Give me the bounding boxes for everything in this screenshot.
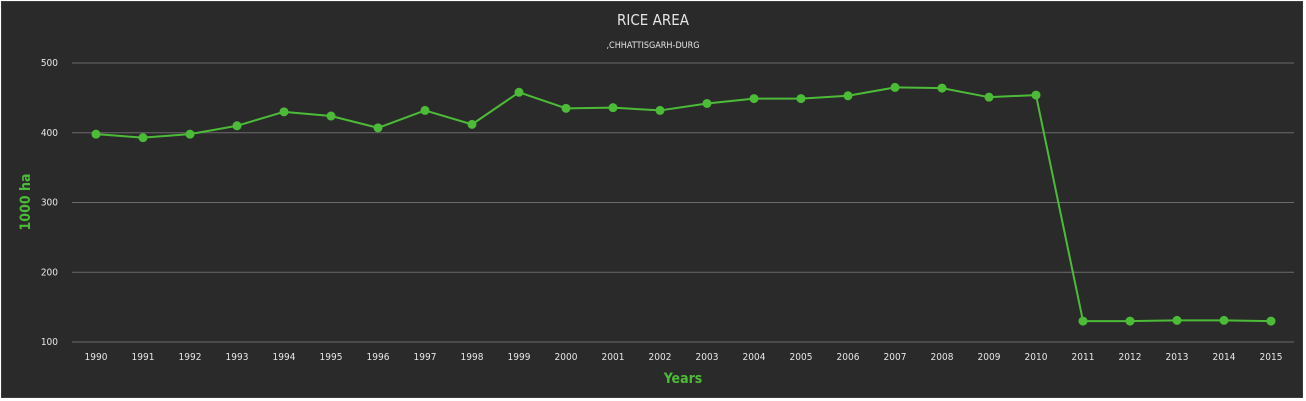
x-tick-label: 1998	[461, 352, 484, 363]
data-point[interactable]	[1172, 315, 1182, 325]
data-point[interactable]	[185, 129, 195, 139]
data-point[interactable]	[1031, 90, 1041, 100]
data-point[interactable]	[984, 92, 994, 102]
data-point[interactable]	[1125, 316, 1135, 326]
chart-title: RICE AREA	[617, 11, 690, 29]
data-point[interactable]	[373, 123, 383, 133]
x-tick-label: 2004	[743, 352, 766, 363]
x-tick-label: 1996	[367, 352, 390, 363]
x-tick-label: 2003	[696, 352, 719, 363]
data-point[interactable]	[420, 105, 430, 115]
data-point[interactable]	[279, 107, 289, 117]
x-tick-label: 2012	[1119, 352, 1142, 363]
data-point[interactable]	[1266, 316, 1276, 326]
x-tick-label: 1997	[414, 352, 437, 363]
y-axis-title: 1000 ha	[18, 174, 34, 231]
y-tick-label: 100	[41, 337, 58, 348]
x-tick-label: 1999	[508, 352, 531, 363]
series-line	[95, 86, 1272, 323]
y-tick-label: 300	[41, 198, 58, 209]
data-point[interactable]	[514, 87, 524, 97]
x-axis-ticks: 1990 1991 1992 1993 1994 1995 1996 1997 1998 1999…	[85, 352, 1283, 363]
y-axis-ticks: 500 400 300 200 100	[41, 58, 58, 348]
x-tick-label: 1994	[273, 352, 296, 363]
x-tick-label: 2005	[790, 352, 813, 363]
data-point[interactable]	[749, 94, 759, 104]
x-tick-label: 2006	[837, 352, 860, 363]
x-tick-label: 2008	[931, 352, 954, 363]
x-tick-label: 2007	[884, 352, 907, 363]
data-point[interactable]	[796, 94, 806, 104]
data-point[interactable]	[232, 121, 242, 131]
data-point[interactable]	[91, 129, 101, 139]
data-point[interactable]	[326, 111, 336, 121]
x-tick-label: 2010	[1025, 352, 1048, 363]
x-tick-label: 2002	[649, 352, 672, 363]
data-point[interactable]	[843, 91, 853, 101]
x-tick-label: 2013	[1166, 352, 1189, 363]
y-tick-label: 500	[41, 58, 58, 69]
y-grid	[72, 62, 1294, 343]
data-point[interactable]	[1219, 315, 1229, 325]
chart-subtitle: ,CHHATTISGARH-DURG	[606, 41, 699, 51]
data-point[interactable]	[561, 103, 571, 113]
y-tick-label: 200	[41, 267, 58, 278]
x-tick-label: 1990	[85, 352, 108, 363]
data-point[interactable]	[608, 103, 618, 113]
x-tick-label: 2009	[978, 352, 1001, 363]
data-point[interactable]	[138, 133, 148, 143]
data-point[interactable]	[702, 98, 712, 108]
x-tick-label: 2011	[1072, 352, 1095, 363]
x-tick-label: 2001	[602, 352, 625, 363]
data-point[interactable]	[890, 82, 900, 92]
data-point[interactable]	[1078, 316, 1088, 326]
data-point[interactable]	[467, 119, 477, 129]
series-rice-area	[91, 82, 1276, 326]
x-tick-label: 2014	[1213, 352, 1236, 363]
data-point[interactable]	[937, 83, 947, 93]
x-tick-label: 2000	[555, 352, 578, 363]
x-tick-label: 1992	[179, 352, 202, 363]
x-tick-label: 1993	[226, 352, 249, 363]
x-tick-label: 2015	[1260, 352, 1283, 363]
x-axis-title: Years	[663, 371, 703, 387]
data-point[interactable]	[655, 105, 665, 115]
x-tick-label: 1995	[320, 352, 343, 363]
y-tick-label: 400	[41, 128, 58, 139]
x-tick-label: 1991	[132, 352, 155, 363]
